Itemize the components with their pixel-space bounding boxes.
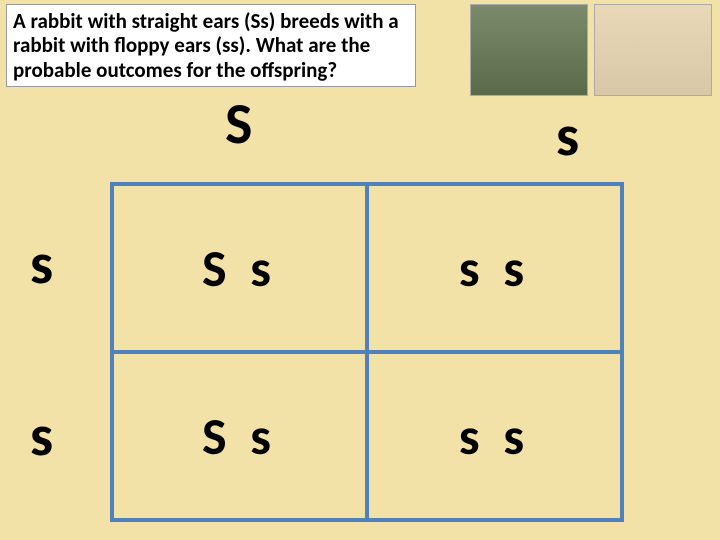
rabbit-straight-image [470, 4, 588, 96]
column-header-1: s [556, 100, 579, 171]
punnett-cell-0-0: S s [112, 184, 367, 352]
rabbit-floppy-image [594, 4, 712, 96]
question-text: A rabbit with straight ears (Ss) breeds … [13, 8, 399, 83]
slide: A rabbit with straight ears (Ss) breeds … [0, 0, 720, 540]
rabbit-images [470, 4, 712, 96]
row-header-1: s [30, 400, 53, 471]
genotype: s s [459, 236, 530, 300]
punnett-cell-1-1: s s [367, 352, 622, 520]
question-box: A rabbit with straight ears (Ss) breeds … [6, 4, 416, 87]
genotype: s s [459, 404, 530, 468]
genotype: S s [202, 236, 277, 300]
genotype: S s [202, 404, 277, 468]
row-header-0: s [30, 228, 53, 299]
punnett-square: S s s s S s s s [110, 182, 624, 522]
column-header-0: S [225, 88, 252, 159]
punnett-cell-0-1: s s [367, 184, 622, 352]
punnett-cell-1-0: S s [112, 352, 367, 520]
